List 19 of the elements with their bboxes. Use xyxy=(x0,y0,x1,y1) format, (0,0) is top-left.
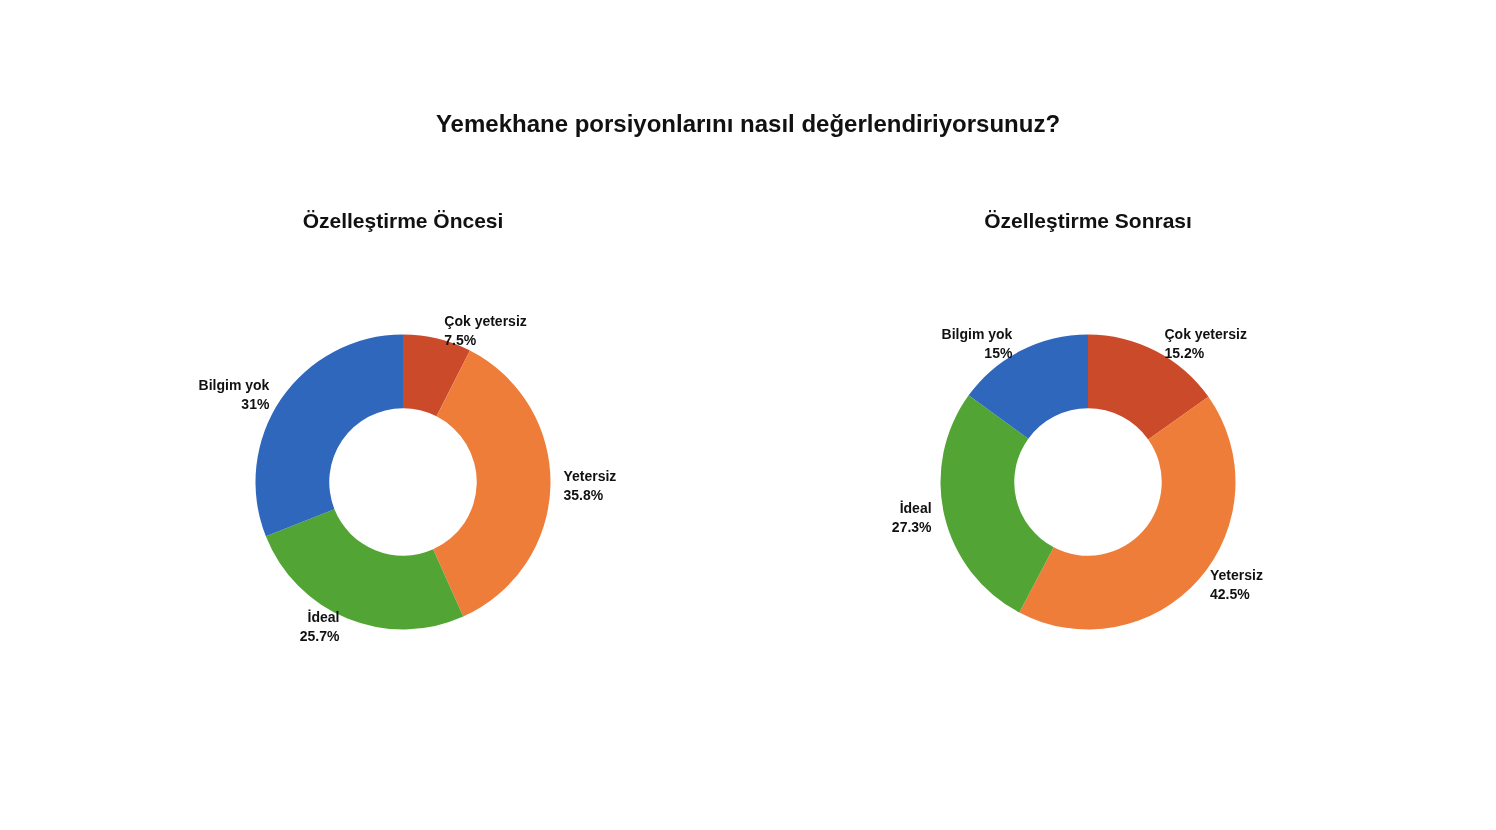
data-label: 25.7% xyxy=(299,627,340,644)
data-label: 42.5% xyxy=(1209,585,1251,602)
slice-label: İdeal xyxy=(899,499,932,516)
data-label: 35.8% xyxy=(563,487,604,504)
slice-label: Yetersiz xyxy=(1209,566,1263,583)
data-label: 15% xyxy=(984,344,1013,361)
data-label: 7.5% xyxy=(444,332,477,349)
slice-label: Bilgim yok xyxy=(941,325,1013,342)
text: Yemekhane porsiyonlarını nasıl değerlendiriyorsunuz? xyxy=(434,110,1062,138)
slice-label: İdeal xyxy=(307,608,340,625)
chart-subtitle: Özelleştirme Sonrası xyxy=(984,209,1192,232)
data-label: 15.2% xyxy=(1164,345,1205,362)
chart-subtitle: Özelleştirme Öncesi xyxy=(302,209,504,232)
slice-label: Bilgim yok xyxy=(198,377,270,394)
slice-label: Çok yetersiz xyxy=(444,313,527,330)
slice-label: Yetersiz xyxy=(563,468,617,485)
slice-label: Çok yetersiz xyxy=(1164,326,1247,343)
data-label: 31% xyxy=(241,396,270,413)
data-label: 27.3% xyxy=(891,518,933,535)
